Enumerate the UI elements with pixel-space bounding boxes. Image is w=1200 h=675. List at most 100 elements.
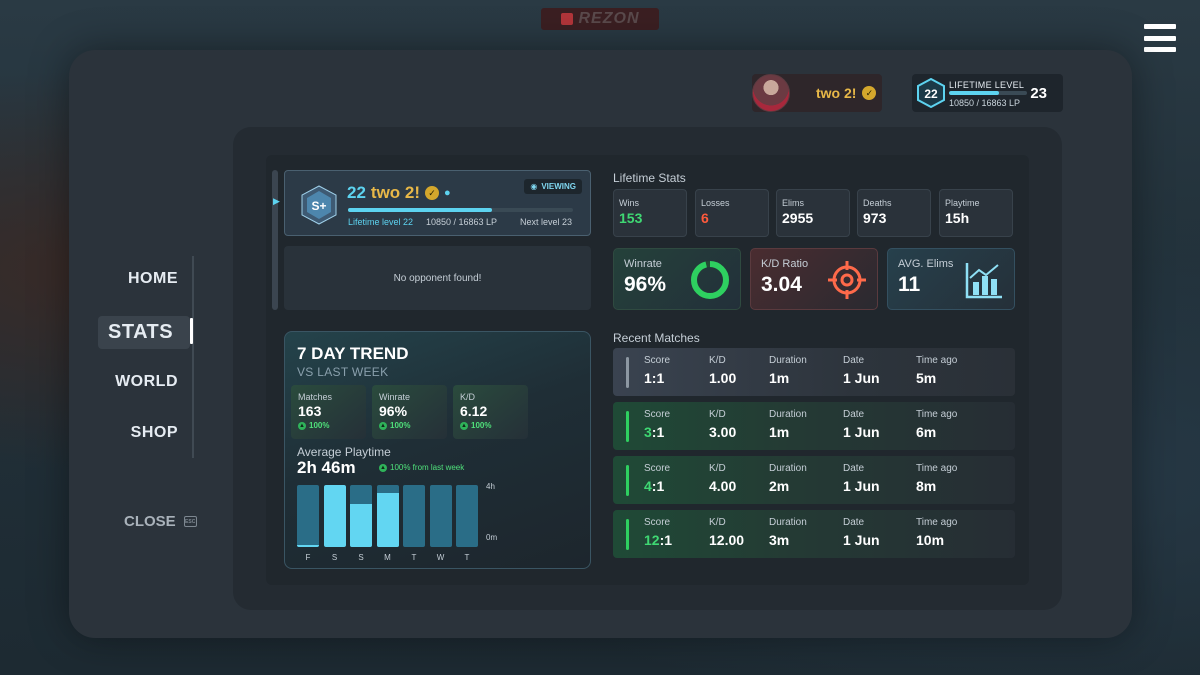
close-button[interactable]: CLOSE ESC	[124, 513, 197, 530]
player-card-level: 22	[347, 183, 366, 202]
match-column-header: Date	[843, 355, 865, 366]
match-cell-score: Score 3:1	[644, 409, 670, 440]
nav-stats[interactable]: STATS	[98, 316, 190, 349]
match-column-header: Score	[644, 409, 671, 420]
trend-stat-delta: ▲ 100%	[298, 421, 330, 430]
match-cell-date: Date 1 Jun	[843, 355, 880, 386]
lifetime-stat-elims: Elims 2955	[776, 189, 850, 237]
match-column-header: Time ago	[916, 409, 958, 420]
match-cell-ago: Time ago 10m	[916, 517, 957, 548]
match-cell-score: Score 12:1	[644, 517, 672, 548]
rank-label: S+	[311, 199, 326, 213]
chart-bar	[297, 485, 319, 547]
opponent-card: No opponent found!	[284, 246, 591, 310]
lifetime-stat-label: Deaths	[863, 198, 892, 208]
recent-matches-title: Recent Matches	[613, 331, 700, 345]
player-card-progress	[348, 208, 573, 212]
trend-stat-value: 163	[298, 403, 322, 419]
nav-world[interactable]: WORLD	[115, 373, 178, 390]
trend-subtitle: VS LAST WEEK	[297, 365, 389, 379]
next-level: 23	[1030, 85, 1047, 102]
lifetime-stat-value: 6	[701, 210, 709, 226]
arrow-up-icon: ▲	[460, 421, 468, 430]
chart-bar	[350, 485, 372, 547]
lifetime-stat-label: Playtime	[945, 198, 980, 208]
avg-playtime-value: 2h 46m	[297, 458, 356, 477]
match-date: 1 Jun	[843, 532, 880, 548]
chart-bar	[323, 485, 346, 547]
chart-x-label: W	[436, 553, 445, 562]
lifetime-level-box: 22 LIFETIME LEVEL 10850 / 16863 LP 23	[912, 74, 1063, 112]
bar-chart-icon	[965, 263, 1002, 299]
match-column-header: Score	[644, 355, 671, 366]
match-ago: 8m	[916, 478, 937, 494]
chart-x-label: S	[331, 553, 338, 562]
match-column-header: Date	[843, 463, 865, 474]
arrow-up-icon: ▲	[379, 463, 387, 472]
level-hexagon-icon: 22	[917, 78, 945, 108]
close-label: CLOSE	[124, 513, 176, 530]
opponent-text: No opponent found!	[393, 272, 482, 284]
verified-badge-icon: ✓	[425, 186, 440, 200]
match-row[interactable]: Score 3:1 K/D 3.00 Duration 1m Date 1 Jun Time a…	[613, 402, 1015, 450]
ring-icon	[691, 261, 729, 299]
trend-stat-value: 96%	[379, 403, 408, 419]
lifetime-stat-losses: Losses 6	[695, 189, 769, 237]
match-duration: 1m	[769, 424, 790, 440]
avg-elims-label: AVG. Elims	[898, 258, 954, 270]
player-card-lp: 10850 / 16863 LP	[426, 217, 498, 227]
match-column-header: K/D	[709, 517, 726, 528]
match-kd: 1.00	[709, 370, 737, 386]
trend-card: 7 DAY TREND VS LAST WEEK Matches 163 ▲ 10…	[284, 331, 591, 569]
nav-shop[interactable]: SHOP	[130, 424, 178, 441]
match-row[interactable]: Score 12:1 K/D 12.00 Duration 3m Date 1 Jun Time…	[613, 510, 1015, 558]
match-row[interactable]: Score 1:1 K/D 1.00 Duration 1m Date 1 Jun Time a…	[613, 348, 1015, 396]
avg-playtime-delta: ▲ 100% from last week	[379, 463, 465, 472]
match-column-header: Score	[644, 517, 671, 528]
nav-active-indicator	[190, 318, 193, 344]
match-cell-duration: Duration 3m	[769, 517, 807, 548]
lifetime-level-title: LIFETIME LEVEL	[949, 80, 1025, 90]
lifetime-stat-wins: Wins 153	[613, 189, 687, 237]
trend-stat-kd: K/D 6.12 ▲ 100%	[453, 385, 528, 439]
player-profile[interactable]: two 2! ✓	[752, 74, 882, 112]
player-list-scrollbar[interactable]	[272, 170, 278, 310]
match-row[interactable]: Score 4:1 K/D 4.00 Duration 2m Date 1 Jun Time a…	[613, 456, 1015, 504]
lifetime-stat-playtime: Playtime 15h	[939, 189, 1013, 237]
nav-home[interactable]: HOME	[128, 270, 178, 287]
trend-stat-winrate: Winrate 96% ▲ 100%	[372, 385, 447, 439]
match-score: 3:1	[644, 424, 665, 440]
match-score: 4:1	[644, 478, 665, 494]
match-cell-duration: Duration 2m	[769, 463, 807, 494]
result-indicator	[626, 357, 629, 388]
result-indicator	[626, 411, 629, 442]
match-cell-date: Date 1 Jun	[843, 409, 880, 440]
avatar	[752, 74, 790, 112]
match-score: 1:1	[644, 370, 665, 386]
match-duration: 1m	[769, 370, 790, 386]
match-ago: 5m	[916, 370, 937, 386]
match-cell-ago: Time ago 5m	[916, 355, 957, 386]
trend-stat-matches: Matches 163 ▲ 100%	[291, 385, 366, 439]
match-date: 1 Jun	[843, 478, 880, 494]
kd-ratio-label: K/D Ratio	[761, 258, 809, 270]
match-column-header: K/D	[709, 463, 726, 474]
player-card[interactable]: S+ 22 two 2! ✓ ● ◉ VIEWING Lifetime leve…	[284, 170, 591, 236]
winrate-label: Winrate	[624, 258, 662, 270]
avg-elims-card: AVG. Elims 11	[887, 248, 1015, 310]
current-level: 22	[924, 87, 938, 101]
result-indicator	[626, 519, 629, 550]
match-date: 1 Jun	[843, 424, 880, 440]
rank-badge-icon: S+	[301, 185, 337, 225]
match-duration: 2m	[769, 478, 790, 494]
chart-x-label: T	[464, 553, 470, 562]
person-icon: ●	[444, 187, 451, 199]
y-axis-bottom-label: 0m	[486, 533, 498, 542]
crosshair-icon	[828, 261, 866, 299]
match-kd: 12.00	[709, 532, 745, 548]
viewing-label: VIEWING	[541, 182, 576, 191]
arrow-up-icon: ▲	[298, 421, 306, 430]
lifetime-lp: 10850 / 16863 LP	[949, 98, 1021, 108]
hamburger-menu-icon[interactable]	[1144, 24, 1176, 52]
match-column-header: Time ago	[916, 517, 958, 528]
